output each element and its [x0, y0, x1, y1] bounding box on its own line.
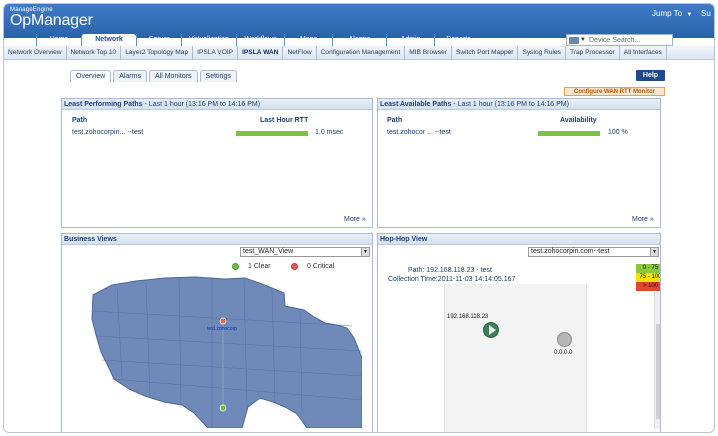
- least-performing-paths-panel: Least Performing Paths - Last 1 hour (13…: [61, 98, 373, 228]
- path-link[interactable]: test.zohocor ... --test: [387, 129, 451, 136]
- main-tabs: Home Network Server Virtualization Workf…: [36, 34, 482, 46]
- critical-count: 0 Critical: [307, 263, 335, 270]
- more-link[interactable]: More »: [632, 216, 654, 223]
- scrollbar-thumb[interactable]: [656, 324, 660, 419]
- chevron-down-icon[interactable]: ▼: [361, 248, 369, 256]
- panel-title-main: Least Available Paths: [380, 101, 452, 108]
- us-map[interactable]: test.zohocorp: [62, 268, 363, 429]
- chevron-down-icon[interactable]: ▼: [650, 248, 658, 256]
- source-node-label: 192.168.118.23: [447, 314, 489, 320]
- play-icon: [489, 325, 496, 335]
- target-node-label: 0.0.0.0: [554, 350, 573, 356]
- opmanager-logo[interactable]: ManageEngine OpManager: [10, 7, 93, 30]
- subnav-netflow[interactable]: NetFlow: [283, 46, 317, 60]
- path-link[interactable]: test.zohocorpin... --test: [72, 129, 144, 136]
- panel-title: Least Available Paths - Last 1 hour (13:…: [378, 99, 660, 110]
- subnav-ipsla-wan[interactable]: IPSLA WAN: [238, 46, 284, 60]
- content-tabs: Overview Alarms All Monitors Settings: [70, 70, 239, 82]
- subnav-switch-port-mapper[interactable]: Switch Port Mapper: [452, 46, 519, 60]
- product-name: OpManager: [10, 12, 93, 29]
- rtt-bar: [236, 131, 308, 136]
- brand-label: ManageEngine: [10, 7, 53, 13]
- help-button[interactable]: Help: [636, 70, 665, 81]
- clear-status-icon: [232, 263, 239, 270]
- configure-wan-rtt-monitor-button[interactable]: Configure WAN RTT Monitor: [564, 87, 665, 96]
- rtt-value: 1.0 msec: [315, 129, 344, 136]
- critical-status-icon: [291, 263, 298, 270]
- panel-title: Hop-Hop View: [378, 234, 660, 245]
- tab-network[interactable]: Network: [81, 34, 136, 46]
- availability-column-header: Availability: [560, 117, 597, 124]
- business-views-panel: Business Views test_WAN_View ▼ 1 Clear 0…: [61, 233, 373, 432]
- application-window: ManageEngine OpManager Jump To ▼ Su Home…: [3, 3, 715, 433]
- collection-time: Collection Time:2011-11-03 14:14:05.167: [388, 276, 516, 283]
- panel-title-main: Least Performing Paths: [64, 101, 143, 108]
- tab-admin[interactable]: Admin: [386, 34, 434, 46]
- more-link[interactable]: More »: [344, 216, 366, 223]
- subnav-trap-processor[interactable]: Trap Processor: [566, 46, 620, 60]
- target-router-icon[interactable]: [557, 332, 572, 347]
- jump-to-menu[interactable]: Jump To ▼: [652, 9, 692, 18]
- tab-virtualization[interactable]: Virtualization: [181, 34, 236, 46]
- tab-maps[interactable]: Maps: [284, 34, 332, 46]
- us-map-graphic: test.zohocorp: [91, 276, 363, 429]
- subnav-mib-browser[interactable]: MIB Browser: [405, 46, 452, 60]
- header-bar: ManageEngine OpManager Jump To ▼ Su Home…: [4, 4, 714, 46]
- path-label: Path: 192.168.118.23 - test: [408, 267, 492, 274]
- path-column-header: Path: [387, 117, 403, 124]
- hop-hop-view-panel: Hop-Hop View test.zohocorpin.com--test ▼…: [377, 233, 661, 432]
- tab-server[interactable]: Server: [136, 34, 181, 46]
- clear-count: 1 Clear: [248, 263, 271, 270]
- sub-navigation: Network Overview Network Top 10 Layer2 T…: [4, 46, 714, 60]
- subnav-layer2-topology-map[interactable]: Layer2 Topology Map: [121, 46, 194, 60]
- tab-workflows[interactable]: Workflows: [236, 34, 284, 46]
- subnav-ipsla-voip[interactable]: IPSLA VOIP: [193, 46, 239, 60]
- panel-title-range: - Last 1 hour (13:16 PM to 14:16 PM): [142, 101, 261, 108]
- search-go-icon[interactable]: ›: [676, 35, 679, 44]
- subnav-network-overview[interactable]: Network Overview: [4, 46, 67, 60]
- range-0-75: 0 - 75: [636, 264, 660, 273]
- panel-title: Business Views: [62, 234, 372, 245]
- availability-value: 100 %: [608, 129, 628, 136]
- monitor-icon[interactable]: [569, 37, 579, 44]
- range-over-100: > 100: [636, 282, 660, 291]
- subnav-configuration-management[interactable]: Configuration Management: [317, 46, 406, 60]
- path-column-header: Path: [72, 117, 88, 124]
- tab-home[interactable]: Home: [36, 34, 81, 46]
- hop-map-canvas[interactable]: 192.168.118.23 0.0.0.0: [444, 284, 587, 432]
- hop-vertical-scrollbar[interactable]: [654, 292, 660, 429]
- subnav-syslog-rules[interactable]: Syslog Rules: [518, 46, 566, 60]
- tab-overview[interactable]: Overview: [70, 70, 112, 82]
- availability-bar: [538, 131, 600, 136]
- last-hour-rtt-column-header: Last Hour RTT: [260, 117, 309, 124]
- tab-reports[interactable]: Reports: [434, 34, 482, 46]
- range-75-100: 75 - 100: [636, 273, 660, 282]
- chevron-down-icon: ▼: [686, 12, 693, 18]
- selected-business-view: test_WAN_View: [243, 248, 294, 255]
- map-node-label: test.zohocorp: [207, 326, 237, 332]
- business-view-select[interactable]: test_WAN_View ▼: [240, 247, 370, 257]
- selected-hop-path: test.zohocorpin.com--test: [531, 248, 610, 255]
- tab-alarms[interactable]: Alarms: [332, 34, 386, 46]
- subnav-network-top-10[interactable]: Network Top 10: [67, 46, 122, 60]
- chevron-down-icon[interactable]: ▼: [580, 37, 586, 43]
- truncated-user-label[interactable]: Su: [701, 9, 711, 18]
- jump-to-label: Jump To: [652, 9, 683, 18]
- device-search: ▼: [566, 34, 673, 46]
- panel-title: Least Performing Paths - Last 1 hour (13…: [62, 99, 372, 110]
- hop-path-select[interactable]: test.zohocorpin.com--test ▼: [528, 247, 659, 257]
- least-available-paths-panel: Least Available Paths - Last 1 hour (13:…: [377, 98, 661, 228]
- device-search-input[interactable]: [589, 35, 671, 45]
- tab-settings[interactable]: Settings: [199, 70, 237, 82]
- panel-title-range: - Last 1 hour (13:16 PM to 14:16 PM): [451, 101, 569, 108]
- subnav-all-interfaces[interactable]: All Interfaces: [620, 46, 667, 60]
- tab-alarms-content[interactable]: Alarms: [113, 70, 147, 82]
- tab-all-monitors[interactable]: All Monitors: [148, 70, 198, 82]
